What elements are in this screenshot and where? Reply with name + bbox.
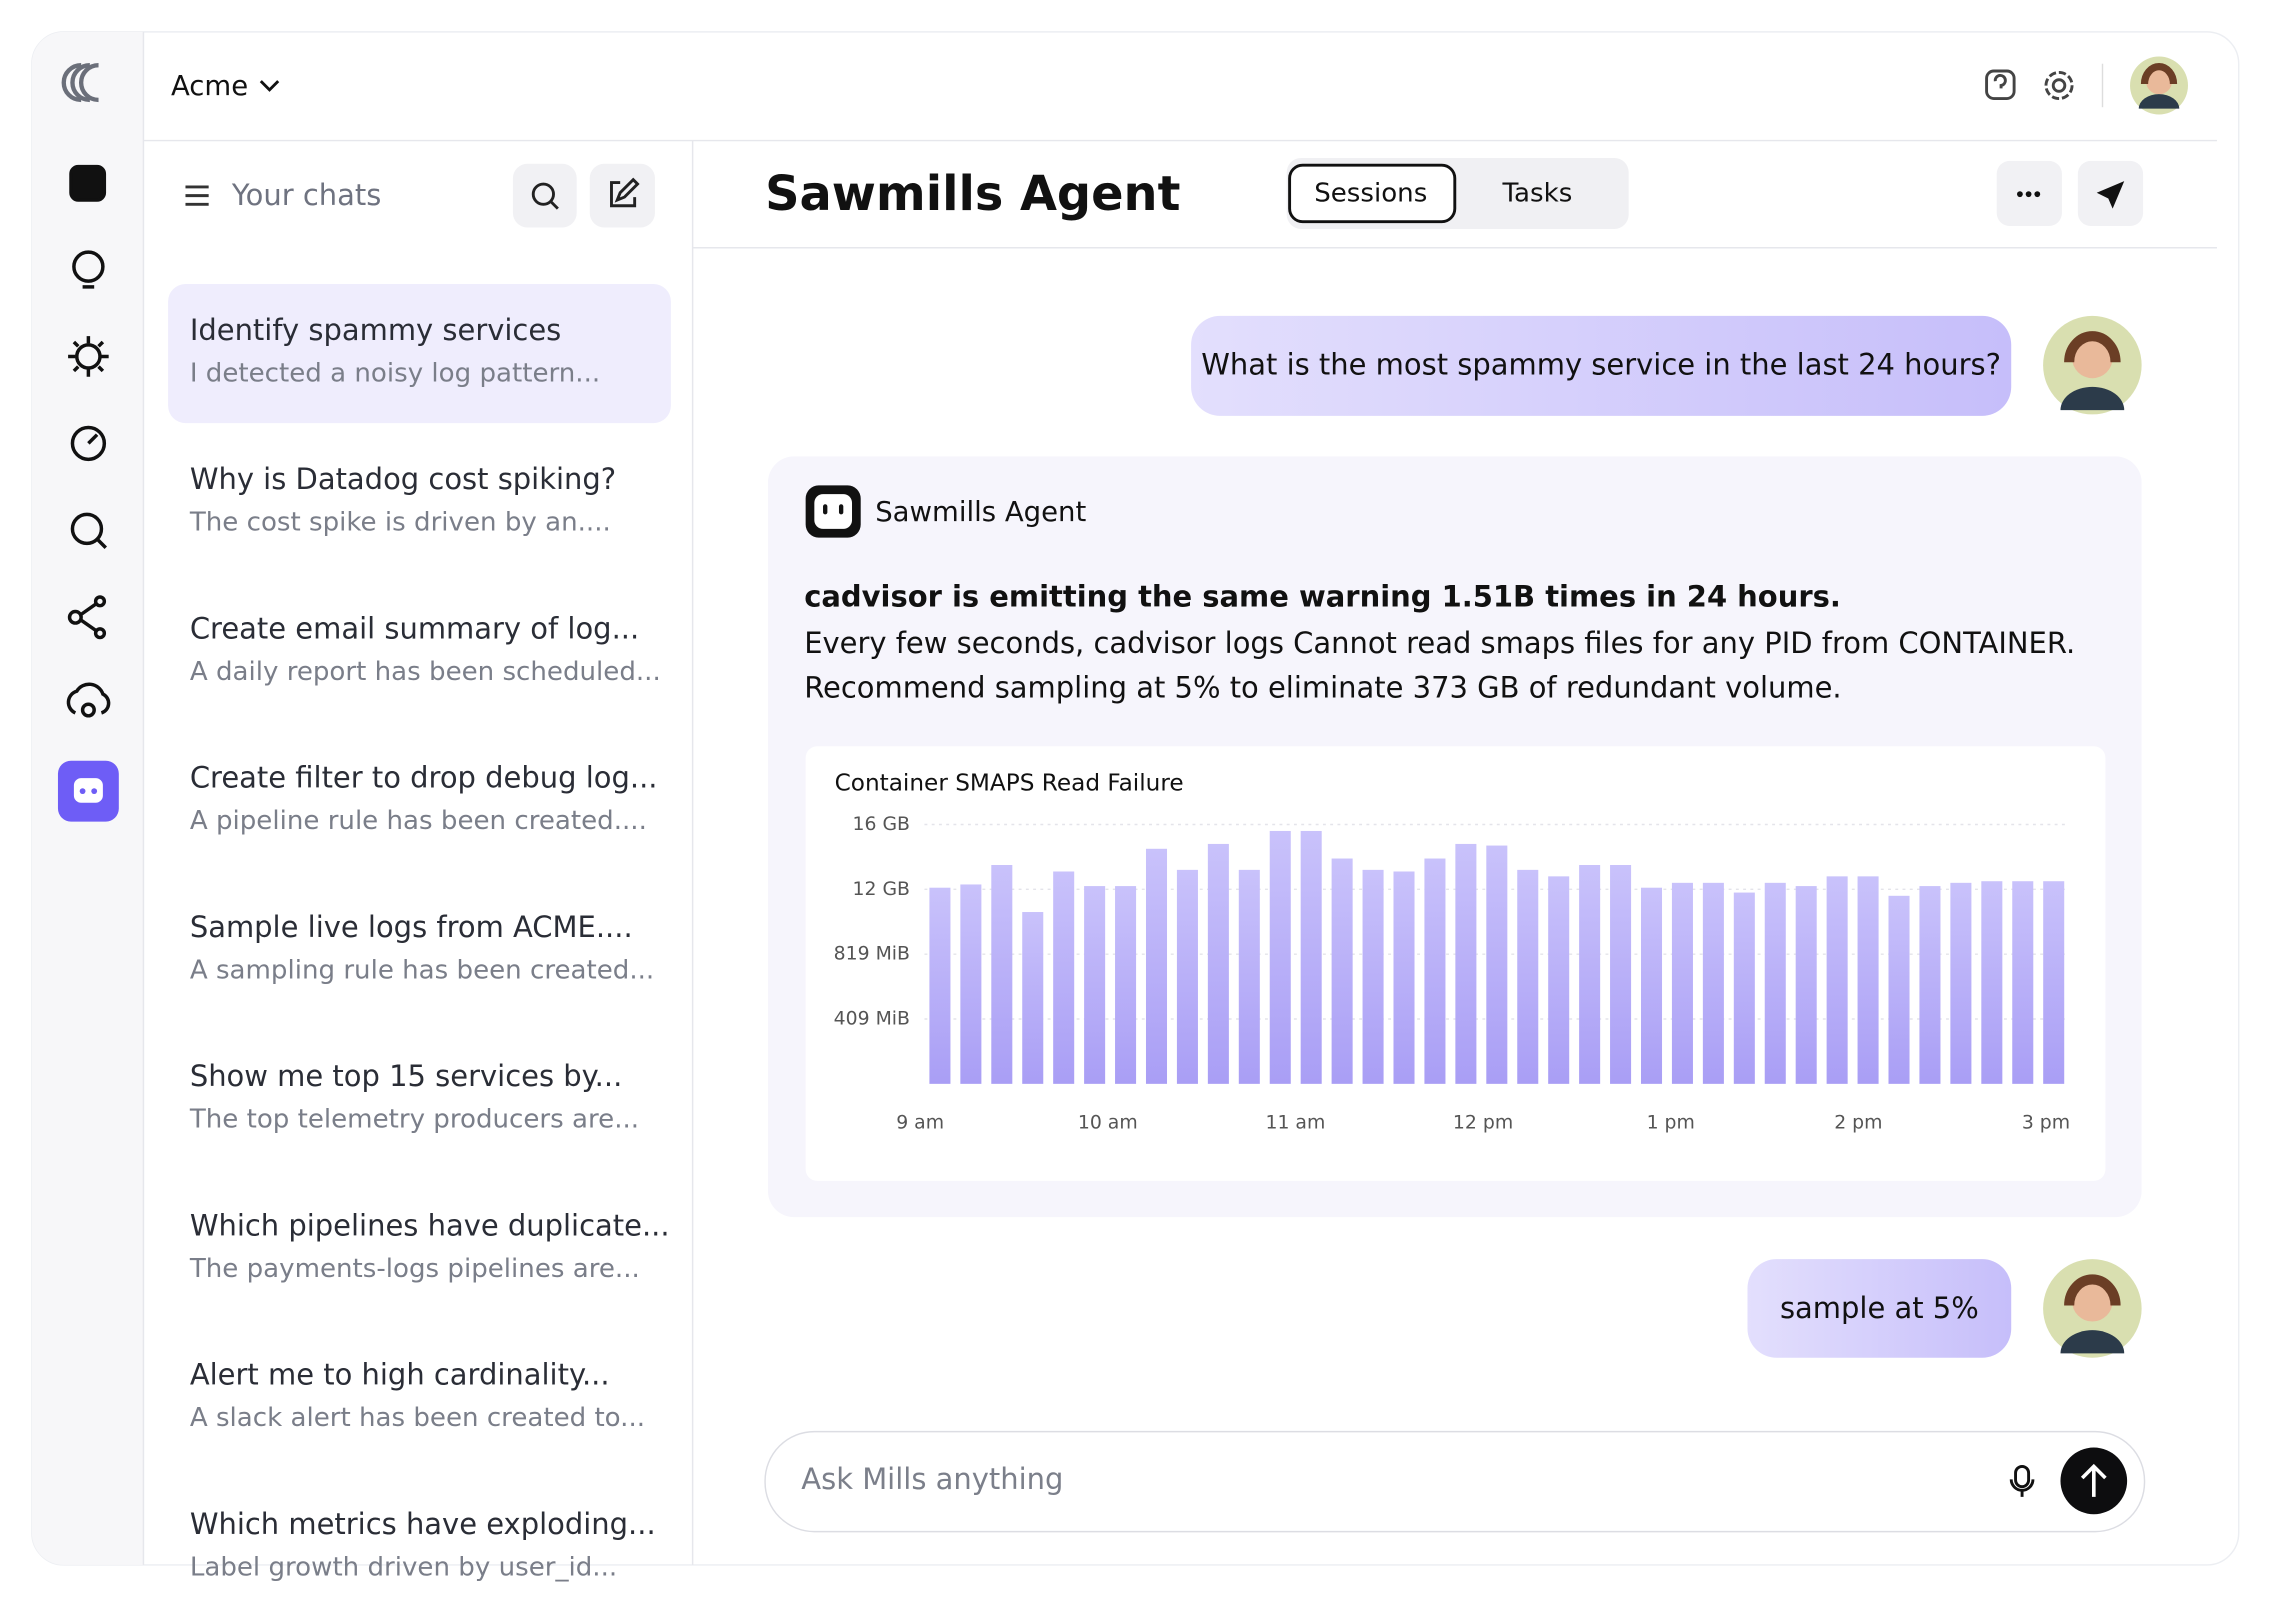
bar bbox=[1115, 886, 1137, 1084]
bar bbox=[1486, 845, 1508, 1084]
x-tick-label: 12 pm bbox=[1453, 1112, 1513, 1133]
bar bbox=[1022, 912, 1044, 1084]
bar bbox=[1176, 869, 1198, 1084]
x-tick-label: 1 pm bbox=[1647, 1112, 1695, 1133]
chat-preview: Label growth driven by user_id... bbox=[190, 1552, 617, 1582]
new-chat-button[interactable] bbox=[589, 163, 655, 228]
bar bbox=[991, 865, 1013, 1084]
y-tick-label: 16 GB bbox=[853, 814, 910, 835]
user-message: What is the most spammy service in the l… bbox=[1201, 348, 2001, 382]
user-bubble bbox=[1747, 1259, 2012, 1358]
chat-title[interactable]: Which pipelines have duplicate... bbox=[190, 1208, 670, 1242]
bar bbox=[1610, 865, 1632, 1084]
bar bbox=[1733, 892, 1755, 1084]
chat-title[interactable]: Which metrics have exploding... bbox=[190, 1507, 656, 1541]
x-tick-label: 10 am bbox=[1078, 1112, 1138, 1133]
chat-title[interactable]: Create email summary of log... bbox=[190, 611, 639, 645]
tab-active[interactable] bbox=[1288, 163, 1457, 224]
bar bbox=[1702, 882, 1724, 1084]
chat-preview: A sampling rule has been created... bbox=[190, 955, 654, 985]
chat-preview: I detected a noisy log pattern... bbox=[190, 358, 600, 388]
bar bbox=[1857, 876, 1879, 1084]
agent-line: Every few seconds, cadvisor logs Cannot … bbox=[804, 626, 2075, 660]
bar bbox=[1548, 876, 1570, 1084]
chat-title[interactable]: Create filter to drop debug log... bbox=[190, 761, 658, 795]
search-button[interactable] bbox=[512, 163, 577, 228]
bar bbox=[1950, 882, 1972, 1084]
tab[interactable]: Sessions bbox=[1314, 179, 1427, 209]
bar bbox=[1826, 876, 1848, 1084]
bar bbox=[929, 887, 951, 1084]
bar bbox=[1053, 871, 1075, 1084]
bar bbox=[2043, 881, 2065, 1084]
x-tick-label: 2 pm bbox=[1834, 1112, 1882, 1133]
bar bbox=[1424, 858, 1446, 1084]
workspace[interactable]: Acme bbox=[171, 70, 248, 102]
agent-line: Recommend sampling at 5% to eliminate 37… bbox=[804, 671, 1841, 705]
bar bbox=[2012, 881, 2034, 1084]
bar bbox=[1145, 848, 1168, 1084]
bar bbox=[1207, 843, 1229, 1084]
bar bbox=[1393, 871, 1415, 1084]
chat-title[interactable]: Why is Datadog cost spiking? bbox=[190, 462, 616, 496]
bar bbox=[1084, 886, 1106, 1084]
x-tick-label: 11 am bbox=[1265, 1112, 1325, 1133]
chat-preview: The top telemetry producers are... bbox=[189, 1105, 639, 1135]
bar bbox=[1579, 865, 1601, 1084]
mic-button[interactable] bbox=[2009, 1464, 2035, 1497]
y-tick-label: 819 MiB bbox=[834, 944, 910, 965]
agent-name: Sawmills Agent bbox=[875, 496, 1086, 528]
bar bbox=[1671, 882, 1693, 1084]
avatar[interactable] bbox=[2130, 56, 2188, 115]
page-title: Sawmills Agent bbox=[765, 167, 1180, 222]
input-placeholder[interactable]: Ask Mills anything bbox=[801, 1462, 1063, 1496]
chat-preview: A slack alert has been created to... bbox=[190, 1403, 645, 1433]
bar bbox=[1981, 881, 2003, 1084]
chat-preview: The payments-logs pipelines are... bbox=[189, 1254, 640, 1284]
user-message: sample at 5% bbox=[1780, 1291, 1979, 1325]
menu-icon[interactable] bbox=[185, 185, 209, 206]
top-icons[interactable] bbox=[1985, 69, 2074, 100]
chat-selected[interactable] bbox=[168, 284, 671, 424]
chat-title[interactable]: Identify spammy services bbox=[190, 313, 561, 347]
bar bbox=[1362, 869, 1384, 1084]
chat-title[interactable]: Sample live logs from ACME.... bbox=[190, 910, 633, 944]
y-tick-label: 409 MiB bbox=[834, 1009, 910, 1030]
chats-title: Your chats bbox=[231, 178, 382, 212]
x-tick-label: 9 am bbox=[896, 1112, 944, 1133]
logo bbox=[61, 63, 99, 103]
chat-preview: The cost spike is driven by an.... bbox=[189, 508, 611, 538]
chart-title: Container SMAPS Read Failure bbox=[835, 769, 1184, 796]
user-bubble bbox=[1191, 315, 2012, 416]
bar bbox=[1640, 887, 1663, 1084]
bar bbox=[1764, 882, 1786, 1084]
chat-input[interactable] bbox=[764, 1430, 2146, 1533]
nav-icons[interactable] bbox=[66, 164, 111, 718]
chevron bbox=[259, 80, 280, 92]
chat-title[interactable]: Show me top 15 services by... bbox=[190, 1059, 622, 1093]
chat-preview: A daily report has been scheduled... bbox=[190, 657, 661, 687]
y-tick-label: 12 GB bbox=[853, 879, 910, 900]
bar bbox=[1888, 895, 1910, 1084]
bar bbox=[1300, 830, 1322, 1084]
bar bbox=[1269, 830, 1291, 1084]
bar bbox=[1517, 869, 1539, 1084]
bar bbox=[1238, 869, 1260, 1084]
chat-title[interactable]: Alert me to high cardinality... bbox=[190, 1358, 610, 1392]
bar bbox=[1455, 843, 1477, 1084]
bar bbox=[1795, 886, 1817, 1084]
chat-preview: A pipeline rule has been created.... bbox=[190, 806, 647, 836]
x-tick-label: 3 pm bbox=[2022, 1112, 2070, 1133]
user-avatar bbox=[2043, 1259, 2142, 1358]
bar bbox=[1919, 886, 1941, 1084]
tab[interactable]: Tasks bbox=[1501, 179, 1572, 209]
agent-line: cadvisor is emitting the same warning 1.… bbox=[804, 579, 1841, 613]
user-avatar bbox=[2043, 315, 2142, 415]
bar bbox=[960, 884, 982, 1084]
bar bbox=[1331, 858, 1353, 1084]
